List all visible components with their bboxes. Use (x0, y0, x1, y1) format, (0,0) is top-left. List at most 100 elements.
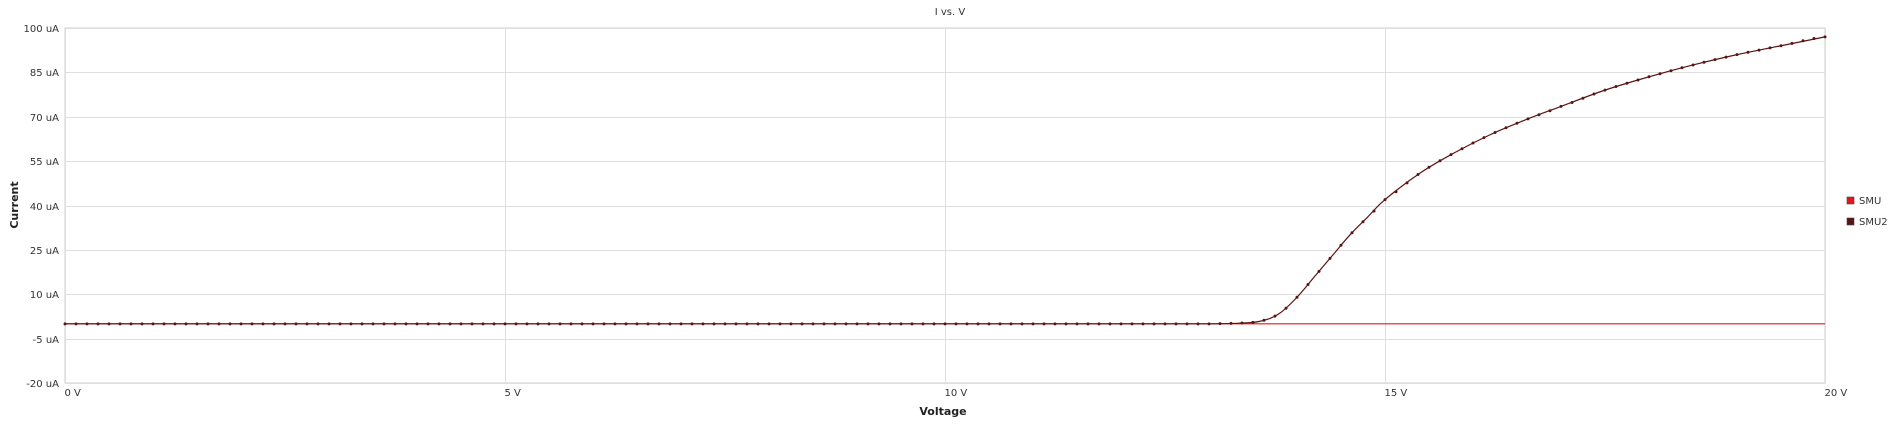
y-tick-label: 10 uA (30, 290, 59, 301)
data-point-smu2 (1537, 113, 1541, 117)
data-point-smu2 (85, 322, 89, 326)
data-point-smu2 (1152, 322, 1156, 326)
x-axis-title: Voltage (919, 405, 966, 418)
data-point-smu2 (734, 322, 738, 326)
data-point-smu2 (1779, 44, 1783, 48)
data-point-smu2 (1647, 75, 1651, 79)
data-point-smu2 (294, 322, 298, 326)
data-point-smu2 (437, 322, 441, 326)
data-point-smu2 (1295, 295, 1299, 299)
data-point-smu2 (1691, 63, 1695, 67)
data-point-smu2 (1339, 243, 1343, 247)
data-point-smu2 (800, 322, 804, 326)
data-point-smu2 (558, 322, 562, 326)
data-point-smu2 (448, 322, 452, 326)
data-point-smu2 (1592, 92, 1596, 96)
data-point-smu2 (1735, 53, 1739, 57)
data-point-smu2 (1614, 85, 1618, 89)
data-point-smu2 (1669, 69, 1673, 73)
data-point-smu2 (778, 322, 782, 326)
y-tick-label: 100 uA (24, 24, 60, 35)
series-layer (63, 35, 1827, 326)
data-point-smu2 (1482, 136, 1486, 140)
data-point-smu2 (1504, 126, 1508, 130)
data-point-smu2 (888, 322, 892, 326)
data-point-smu2 (1526, 117, 1530, 121)
x-tick-label: 10 V (945, 388, 968, 399)
data-point-smu2 (679, 322, 683, 326)
data-point-smu2 (525, 322, 529, 326)
data-point-smu2 (1823, 35, 1827, 39)
data-point-smu2 (1174, 322, 1178, 326)
data-point-smu2 (162, 322, 166, 326)
data-point-smu2 (580, 322, 584, 326)
data-point-smu2 (305, 322, 309, 326)
data-point-smu2 (921, 322, 925, 326)
data-point-smu2 (481, 322, 485, 326)
data-point-smu2 (767, 322, 771, 326)
data-point-smu2 (1746, 50, 1750, 54)
data-point-smu2 (1020, 322, 1024, 326)
data-point-smu2 (1141, 322, 1145, 326)
data-point-smu2 (1449, 153, 1453, 157)
y-tick-label: 55 uA (30, 157, 59, 168)
data-point-smu2 (459, 322, 463, 326)
data-point-smu2 (646, 322, 650, 326)
data-point-smu2 (1383, 198, 1387, 202)
data-point-smu2 (195, 322, 199, 326)
data-point-smu2 (613, 322, 617, 326)
data-point-smu2 (899, 322, 903, 326)
data-point-smu2 (239, 322, 243, 326)
data-point-smu2 (129, 322, 133, 326)
data-point-smu2 (965, 322, 969, 326)
data-point-smu2 (1262, 318, 1266, 322)
grid-layer (64, 27, 1826, 384)
data-point-smu2 (998, 322, 1002, 326)
data-point-smu2 (272, 322, 276, 326)
data-point-smu2 (1075, 322, 1079, 326)
data-point-smu2 (1394, 190, 1398, 194)
data-point-smu2 (1790, 41, 1794, 45)
data-point-smu2 (624, 322, 628, 326)
data-point-smu2 (1273, 314, 1277, 318)
data-point-smu2 (393, 322, 397, 326)
data-point-smu2 (910, 322, 914, 326)
data-point-smu2 (954, 322, 958, 326)
data-point-smu2 (1559, 104, 1563, 108)
data-point-smu2 (1009, 322, 1013, 326)
data-point-smu2 (503, 322, 507, 326)
data-point-smu2 (932, 322, 936, 326)
data-point-smu2 (1636, 78, 1640, 82)
data-point-smu2 (657, 322, 661, 326)
data-point-smu2 (1680, 66, 1684, 70)
data-point-smu2 (591, 322, 595, 326)
data-point-smu2 (371, 322, 375, 326)
data-point-smu2 (976, 322, 980, 326)
data-point-smu2 (173, 322, 177, 326)
data-point-smu2 (1658, 72, 1662, 76)
axis-layer: I vs. V Voltage Current 100 uA 85 uA 70 uA… (8, 7, 1847, 418)
data-point-smu2 (690, 322, 694, 326)
data-point-smu2 (1042, 322, 1046, 326)
data-point-smu2 (712, 322, 716, 326)
data-point-smu2 (1053, 322, 1057, 326)
data-point-smu2 (866, 322, 870, 326)
data-point-smu2 (701, 322, 705, 326)
data-point-smu2 (1471, 141, 1475, 145)
y-tick-label: -20 uA (26, 379, 59, 390)
x-tick-label: 20 V (1825, 388, 1848, 399)
data-point-smu2 (107, 322, 111, 326)
data-point-smu2 (1603, 88, 1607, 92)
y-tick-label: 25 uA (30, 246, 59, 257)
data-point-smu2 (470, 322, 474, 326)
data-point-smu2 (745, 322, 749, 326)
data-point-smu2 (1493, 131, 1497, 134)
data-point-smu2 (382, 322, 386, 326)
legend-swatch-smu (1846, 196, 1855, 205)
legend-swatch-smu2 (1846, 217, 1855, 226)
data-point-smu2 (1405, 181, 1409, 185)
legend-label-smu2: SMU2 (1859, 217, 1888, 228)
data-point-smu2 (1438, 159, 1442, 163)
data-point-smu2 (943, 322, 947, 326)
